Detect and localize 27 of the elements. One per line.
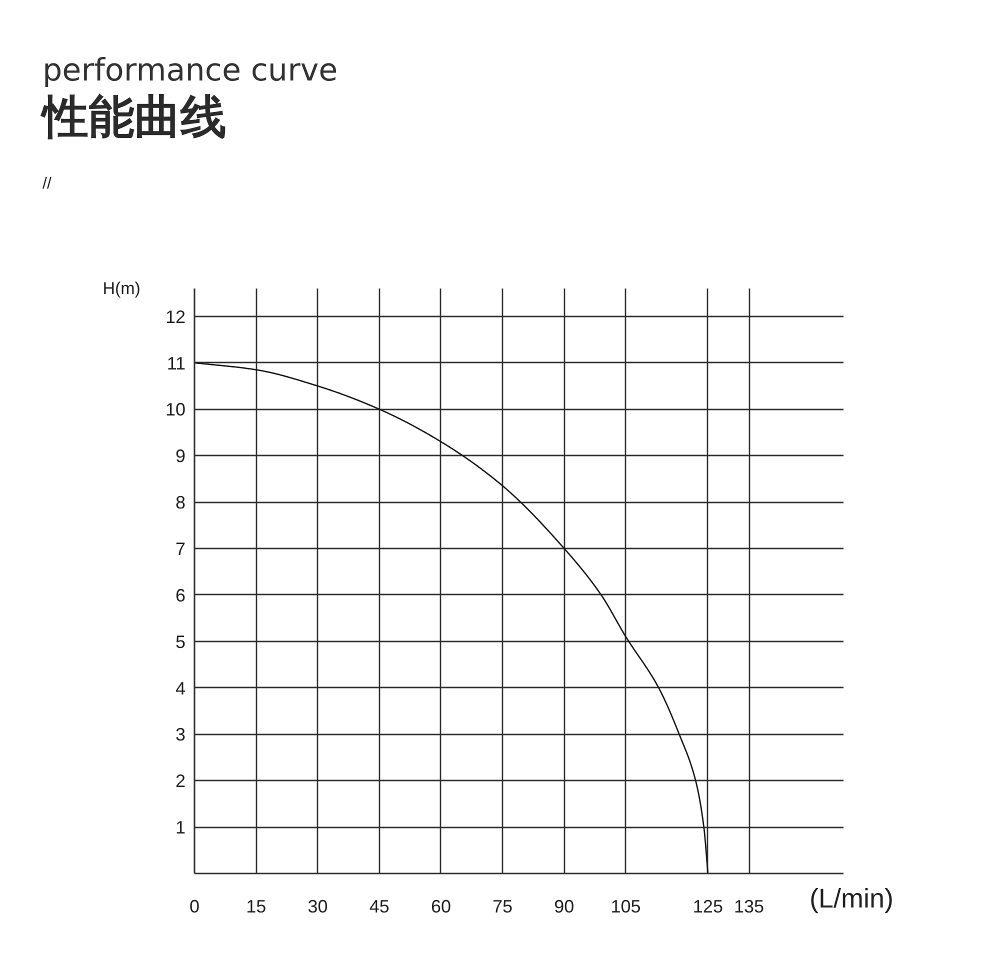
y-tick-label: 5	[175, 632, 186, 652]
y-tick-label: 1	[175, 818, 186, 838]
chart-title: performance curve	[42, 52, 338, 88]
y-tick-label: 6	[175, 585, 186, 606]
x-tick-label: 125	[692, 896, 723, 916]
x-tick-label: 75	[492, 896, 513, 916]
text: //	[42, 176, 52, 192]
x-tick-label: 30	[308, 896, 328, 916]
x-tick-label: 0	[189, 896, 200, 916]
y-tick-label: 3	[175, 724, 186, 745]
x-tick-label: 15	[246, 896, 266, 916]
x-axis-title: (L/min)	[809, 884, 894, 914]
y-tick-label: 8	[175, 492, 186, 513]
x-tick-label: 60	[430, 896, 451, 916]
y-tick-label: 11	[166, 353, 186, 374]
y-axis-title: H(m)	[102, 279, 140, 298]
x-tick-label: 105	[610, 896, 641, 916]
x-tick-label: 45	[369, 896, 390, 916]
y-tick-label: 12	[165, 306, 186, 327]
x-tick-label: 90	[554, 896, 574, 916]
y-tick-label: 4	[175, 678, 186, 698]
y-tick-label: 7	[175, 539, 186, 559]
y-tick-label: 9	[175, 446, 186, 466]
chart-subtitle: 性能曲线	[40, 90, 226, 144]
x-tick-label: 135	[734, 896, 764, 916]
y-tick-label: 10	[165, 400, 186, 420]
y-tick-label: 2	[175, 771, 186, 792]
